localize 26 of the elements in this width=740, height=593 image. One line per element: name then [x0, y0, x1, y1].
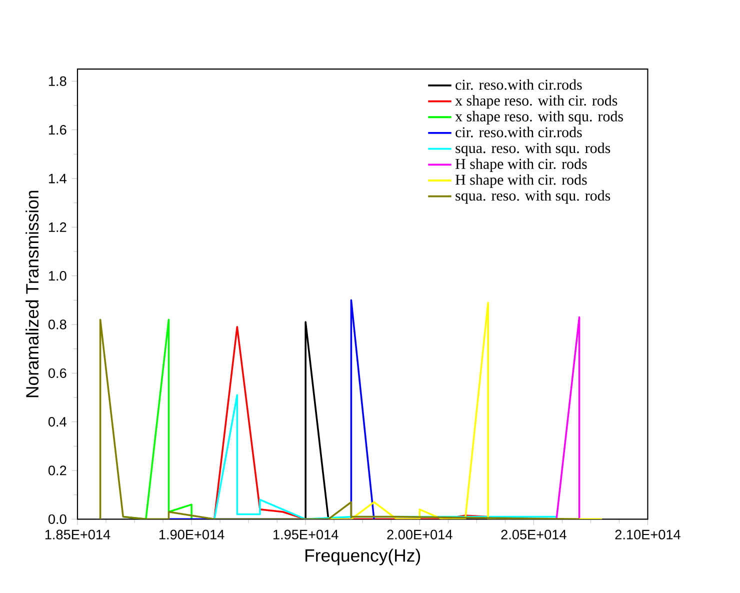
- x-tick-label: 1.85E+014: [45, 530, 110, 540]
- legend-label: x shape reso. with squ. rods: [455, 111, 623, 125]
- y-tick-label: 0.2: [48, 466, 66, 476]
- y-tick-label: 0.4: [48, 417, 66, 427]
- legend-label: squa. reso. with squ. rods: [456, 190, 610, 204]
- x-tick-label: 2.10E+014: [615, 530, 680, 540]
- legend-label: cir. reso.with cir.rods: [456, 126, 582, 138]
- y-tick-label: 0.8: [48, 320, 66, 330]
- x-tick-label: 2.05E+014: [501, 530, 566, 540]
- y-tick-label: 1.2: [48, 222, 66, 232]
- legend-label: H shape with cir. rods: [455, 174, 587, 188]
- y-tick-label: 0.6: [48, 368, 66, 378]
- y-tick-label: 1.8: [48, 76, 66, 86]
- x-tick-label: 2.00E+014: [387, 530, 452, 540]
- legend-label: x shape reso. with cir. rods: [455, 95, 618, 109]
- x-axis-title: Frequency(Hz): [306, 548, 420, 566]
- y-tick-label: 1.4: [48, 174, 66, 184]
- legend-label: H shape with cir. rods: [455, 158, 587, 172]
- legend-label: squa. reso. with squ. rods: [456, 142, 610, 156]
- x-tick-label: 1.95E+014: [274, 530, 338, 540]
- y-tick-label: 1.0: [48, 271, 66, 281]
- y-tick-label: 0.0: [48, 514, 66, 524]
- y-axis-title: Noramalized Transmission: [26, 190, 39, 398]
- legend-label: cir. reso.with cir.rods: [456, 79, 582, 90]
- x-tick-label: 1.90E+014: [159, 530, 224, 540]
- y-tick-label: 1.6: [48, 125, 66, 135]
